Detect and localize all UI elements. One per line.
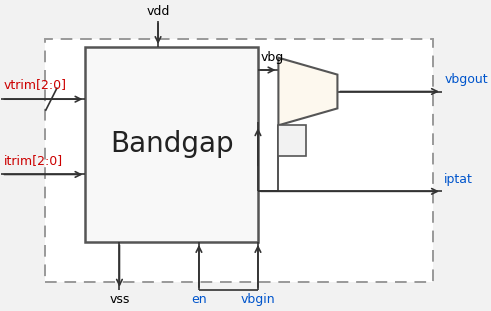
Bar [45, 39, 433, 282]
Bar [85, 47, 258, 242]
Text: vtrim[2:0]: vtrim[2:0] [3, 78, 67, 91]
Text: vbgout: vbgout [444, 73, 488, 86]
Text: Bandgap: Bandgap [110, 131, 234, 159]
Bar [278, 125, 305, 156]
Text: itrim[2:0]: itrim[2:0] [3, 154, 63, 167]
Text: iptat: iptat [444, 173, 473, 186]
Text: en: en [191, 293, 207, 306]
Text: vbg: vbg [260, 51, 283, 64]
Text: vdd: vdd [146, 5, 170, 18]
Text: vss: vss [109, 293, 130, 306]
Text: vbgin: vbgin [241, 293, 275, 306]
Polygon shape [278, 58, 337, 125]
